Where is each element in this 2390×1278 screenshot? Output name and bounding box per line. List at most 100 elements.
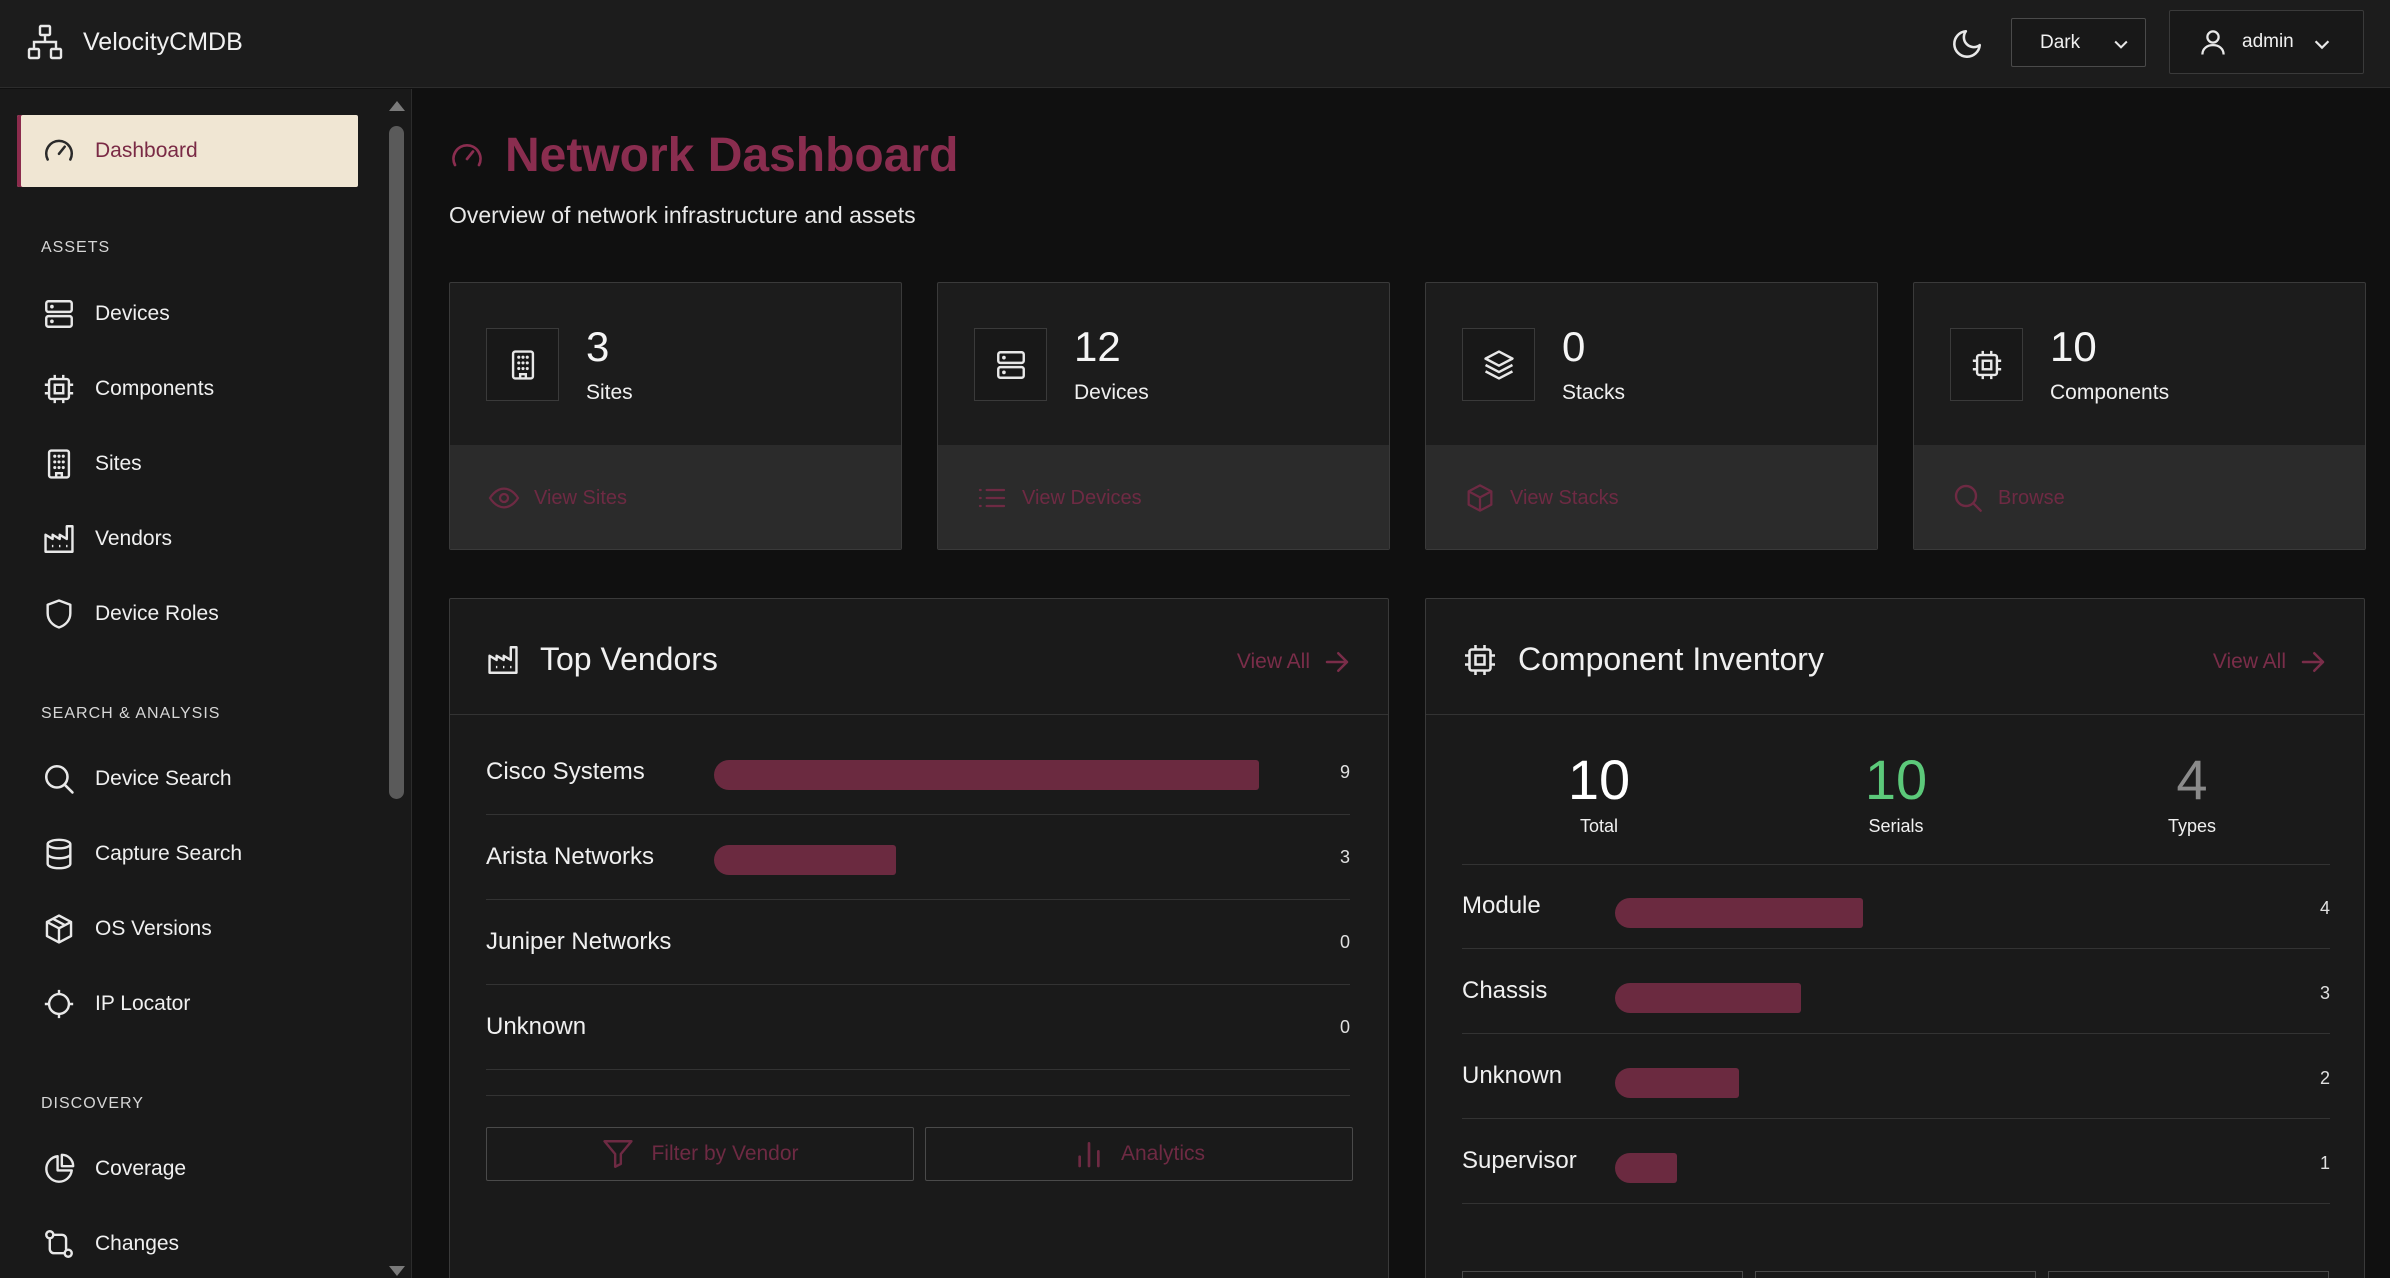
link-label: View Sites xyxy=(534,486,628,509)
sidebar-item-ip-locator[interactable]: IP Locator xyxy=(17,968,358,1040)
scroll-thumb[interactable] xyxy=(389,126,404,799)
page-title: Network Dashboard xyxy=(505,129,959,182)
scroll-up-arrow[interactable] xyxy=(389,101,405,111)
sidebar-scrollbar[interactable] xyxy=(384,89,408,1278)
sidebar-item-devices[interactable]: Devices xyxy=(17,278,358,350)
user-menu[interactable]: admin xyxy=(2169,10,2364,74)
database-icon xyxy=(41,836,77,872)
sidebar-item-dashboard[interactable]: Dashboard xyxy=(17,115,358,187)
browse-components-link[interactable]: Browse xyxy=(1914,445,2365,549)
factory-icon xyxy=(486,643,520,677)
panel-title-text: Top Vendors xyxy=(540,641,718,677)
component-type-bar xyxy=(1615,1068,1739,1098)
sidebar-item-changes[interactable]: Changes xyxy=(17,1208,358,1278)
view-all-components-link[interactable]: View All xyxy=(2213,647,2328,677)
crosshair-icon xyxy=(41,986,77,1022)
sidebar-item-coverage[interactable]: Coverage xyxy=(17,1133,358,1205)
server-icon xyxy=(41,296,77,332)
inventory-serials-value: 10 xyxy=(1864,748,1928,811)
sidebar-item-label: IP Locator xyxy=(95,992,191,1015)
list-icon xyxy=(976,482,1008,514)
sidebar-item-label: Changes xyxy=(95,1232,180,1255)
cpu-icon xyxy=(41,371,77,407)
moon-icon[interactable] xyxy=(1950,27,1984,61)
sidebar-item-label: Dashboard xyxy=(95,139,198,162)
brand[interactable]: VelocityCMDB xyxy=(27,24,243,60)
sidebar-item-device-roles[interactable]: Device Roles xyxy=(17,578,358,650)
username: admin xyxy=(2242,31,2294,52)
search-icon xyxy=(1952,482,1984,514)
panel-title-text: Component Inventory xyxy=(1518,641,1824,677)
vendor-bar xyxy=(714,845,896,875)
page-subtitle: Overview of network infrastructure and a… xyxy=(449,202,916,228)
view-stacks-link[interactable]: View Stacks xyxy=(1426,445,1877,549)
inventory-serials-label: Serials xyxy=(1868,816,1924,836)
stat-label: Stacks xyxy=(1562,381,1626,404)
component-type-row: Supervisor 1 xyxy=(1462,1119,2330,1204)
vendor-row: Cisco Systems 9 xyxy=(486,730,1350,815)
inventory-action-button[interactable] xyxy=(1462,1271,1743,1278)
inventory-action-button[interactable] xyxy=(2048,1271,2329,1278)
component-type-count: 1 xyxy=(2319,1153,2330,1173)
arrow-right-icon xyxy=(2298,647,2328,677)
inventory-total: 10 Total xyxy=(1499,747,1699,837)
component-type-bar xyxy=(1615,1153,1677,1183)
scroll-down-arrow[interactable] xyxy=(389,1266,405,1276)
sidebar-item-device-search[interactable]: Device Search xyxy=(17,743,358,815)
sidebar: Dashboard ASSETS Devices Components Site… xyxy=(0,89,412,1278)
view-sites-link[interactable]: View Sites xyxy=(450,445,901,549)
vendor-bar xyxy=(714,760,1259,790)
sidebar-item-vendors[interactable]: Vendors xyxy=(17,503,358,575)
server-icon xyxy=(974,328,1047,401)
component-type-count: 2 xyxy=(2319,1068,2330,1088)
pie-chart-icon xyxy=(41,1151,77,1187)
divider xyxy=(1462,864,2330,865)
vendor-name: Juniper Networks xyxy=(486,928,672,955)
analytics-button[interactable]: Analytics xyxy=(925,1127,1353,1181)
stat-card-stacks: 0 Stacks View Stacks xyxy=(1425,282,1878,550)
vendor-name: Arista Networks xyxy=(486,843,655,870)
sidebar-item-components[interactable]: Components xyxy=(17,353,358,425)
inventory-action-button[interactable] xyxy=(1755,1271,2036,1278)
component-inventory-panel: Component Inventory View All 10 Total 10… xyxy=(1425,598,2365,1278)
stat-value: 3 xyxy=(586,323,610,370)
panel-title: Top Vendors xyxy=(486,641,718,678)
page-header: Network Dashboard xyxy=(449,128,958,183)
stat-card-components: 10 Components Browse xyxy=(1913,282,2366,550)
component-type-row: Unknown 2 xyxy=(1462,1034,2330,1119)
stat-value: 12 xyxy=(1074,323,1121,370)
arrow-right-icon xyxy=(1322,647,1352,677)
inventory-total-value: 10 xyxy=(1567,748,1631,811)
link-label: Browse xyxy=(1998,486,2065,509)
sidebar-item-capture-search[interactable]: Capture Search xyxy=(17,818,358,890)
panel-title: Component Inventory xyxy=(1462,641,1824,678)
inventory-types-label: Types xyxy=(2167,816,2217,836)
theme-select[interactable]: Dark xyxy=(2011,18,2146,67)
bar-chart-icon xyxy=(1073,1138,1105,1170)
view-all-label: View All xyxy=(1236,650,1310,673)
inventory-total-label: Total xyxy=(1579,816,1619,836)
component-type-count: 4 xyxy=(2319,898,2330,918)
sidebar-item-label: Coverage xyxy=(95,1157,187,1180)
view-devices-link[interactable]: View Devices xyxy=(938,445,1389,549)
gauge-icon xyxy=(41,133,77,169)
section-label-assets: ASSETS xyxy=(41,239,111,256)
filter-by-vendor-button[interactable]: Filter by Vendor xyxy=(486,1127,914,1181)
view-all-vendors-link[interactable]: View All xyxy=(1237,647,1352,677)
component-type-row: Module 4 xyxy=(1462,864,2330,949)
vendor-name: Unknown xyxy=(486,1013,587,1040)
sidebar-item-label: Devices xyxy=(95,302,170,325)
building-icon xyxy=(486,328,559,401)
top-bar: VelocityCMDB Dark admin xyxy=(0,0,2390,88)
sidebar-item-label: Vendors xyxy=(95,527,173,550)
sidebar-item-label: Device Search xyxy=(95,767,232,790)
vendor-row: Unknown 0 xyxy=(486,985,1350,1070)
sidebar-item-os-versions[interactable]: OS Versions xyxy=(17,893,358,965)
sidebar-item-sites[interactable]: Sites xyxy=(17,428,358,500)
vendor-row: Arista Networks 3 xyxy=(486,815,1350,900)
vendor-count: 0 xyxy=(1339,932,1350,952)
stat-label: Components xyxy=(2050,381,2170,404)
component-type-bar xyxy=(1615,898,1863,928)
cpu-icon xyxy=(1462,642,1498,678)
box-icon xyxy=(41,911,77,947)
